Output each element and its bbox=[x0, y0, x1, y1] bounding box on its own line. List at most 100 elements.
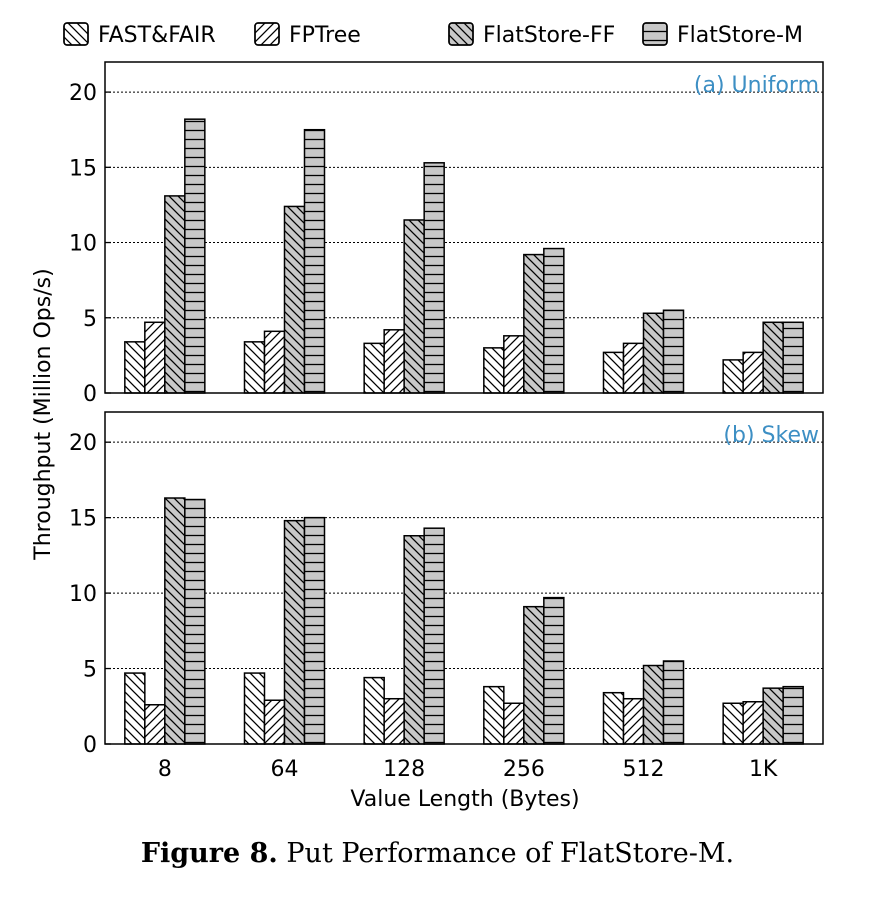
bar bbox=[423, 527, 445, 745]
bar bbox=[363, 676, 385, 745]
bar bbox=[184, 498, 206, 745]
bar bbox=[303, 516, 326, 745]
y-tick-label: 20 bbox=[69, 431, 97, 456]
bar-flatstore-m-1K bbox=[782, 321, 804, 394]
y-axis-label: Throughput (Million Ops/s) bbox=[31, 268, 56, 560]
bar-fast-fair-512 bbox=[602, 691, 625, 745]
bar-fast-fair-256 bbox=[483, 347, 505, 394]
y-tick-label: 0 bbox=[83, 382, 97, 407]
legend-item-1: FPTree bbox=[254, 22, 361, 48]
bar bbox=[782, 685, 804, 745]
bar bbox=[742, 351, 764, 394]
bar bbox=[483, 347, 505, 394]
caption-text: Put Performance of FlatStore-M. bbox=[286, 838, 735, 869]
bar-flatstore-ff-8 bbox=[164, 195, 186, 394]
bar bbox=[782, 321, 804, 394]
legend-swatch-pattern bbox=[642, 22, 668, 46]
panel-title: (a) Uniform bbox=[694, 73, 819, 98]
bar-fptree-8 bbox=[144, 704, 166, 745]
bar bbox=[283, 205, 306, 394]
bar bbox=[383, 697, 405, 745]
bar-fast-fair-8 bbox=[124, 672, 146, 745]
bar-fast-fair-64 bbox=[243, 672, 266, 745]
bar-flatstore-ff-512 bbox=[642, 312, 665, 394]
bar bbox=[144, 321, 166, 394]
legend: FAST&FAIR FPTree FlatStore-FF FlatStore-M bbox=[63, 22, 803, 48]
y-tick-label: 10 bbox=[69, 232, 97, 257]
legend-item-0: FAST&FAIR bbox=[63, 22, 216, 48]
bar-flatstore-ff-128 bbox=[403, 219, 425, 394]
bar bbox=[403, 534, 425, 745]
plot-frame bbox=[104, 411, 824, 745]
bar bbox=[383, 329, 405, 394]
bar-fast-fair-1K bbox=[722, 702, 744, 745]
legend-label: FlatStore-FF bbox=[483, 23, 615, 48]
bar bbox=[503, 335, 525, 394]
bar bbox=[662, 309, 685, 394]
legend-label: FPTree bbox=[289, 23, 361, 48]
y-tick-label: 20 bbox=[69, 81, 97, 106]
x-tick-label: 512 bbox=[623, 757, 665, 782]
bar bbox=[602, 691, 625, 745]
bar bbox=[144, 704, 166, 745]
bar-fast-fair-128 bbox=[363, 676, 385, 745]
bar bbox=[184, 118, 206, 394]
legend-item-2: FlatStore-FF bbox=[448, 22, 615, 48]
legend-label: FAST&FAIR bbox=[98, 23, 216, 48]
legend-swatch-pattern bbox=[254, 22, 280, 46]
bar-fptree-1K bbox=[742, 351, 764, 394]
bar-fast-fair-64 bbox=[243, 341, 266, 394]
bar bbox=[523, 605, 545, 745]
bar-fptree-512 bbox=[622, 342, 645, 394]
bar bbox=[303, 128, 326, 394]
bar-flatstore-m-256 bbox=[543, 247, 565, 394]
legend-item-3: FlatStore-M bbox=[642, 22, 803, 48]
x-tick-label: 1K bbox=[749, 757, 778, 782]
bar-flatstore-ff-64 bbox=[283, 205, 306, 394]
bar-flatstore-ff-8 bbox=[164, 497, 186, 745]
bar-flatstore-ff-128 bbox=[403, 534, 425, 745]
x-axis-label: Value Length (Bytes) bbox=[350, 787, 579, 812]
panel-title: (b) Skew bbox=[723, 423, 819, 448]
bar-flatstore-m-512 bbox=[662, 309, 685, 394]
bar bbox=[722, 359, 744, 394]
bar bbox=[762, 321, 784, 394]
bar bbox=[622, 342, 645, 394]
bar-flatstore-m-1K bbox=[782, 685, 804, 745]
bar-flatstore-m-128 bbox=[423, 162, 445, 394]
bar bbox=[722, 702, 744, 745]
x-tick-label: 256 bbox=[503, 757, 545, 782]
figure-caption: Figure 8. Put Performance of FlatStore-M… bbox=[0, 838, 875, 869]
bar-flatstore-ff-256 bbox=[523, 605, 545, 745]
bar-flatstore-m-256 bbox=[543, 596, 565, 745]
legend-label: FlatStore-M bbox=[677, 23, 803, 48]
bar bbox=[622, 697, 645, 745]
bar bbox=[403, 219, 425, 394]
bar bbox=[283, 519, 306, 745]
bar bbox=[483, 685, 505, 745]
bar bbox=[243, 341, 266, 394]
y-tick-label: 10 bbox=[69, 582, 97, 607]
bar-flatstore-ff-512 bbox=[642, 664, 665, 745]
bar bbox=[642, 312, 665, 394]
bar-fptree-256 bbox=[503, 702, 525, 745]
legend-swatch-pattern bbox=[63, 22, 89, 46]
bar bbox=[423, 162, 445, 394]
bar bbox=[543, 247, 565, 394]
y-tick-label: 15 bbox=[69, 156, 97, 181]
bar-fptree-128 bbox=[383, 329, 405, 394]
bar-flatstore-m-64 bbox=[303, 128, 326, 394]
bar-fast-fair-1K bbox=[722, 359, 744, 394]
y-tick-label: 5 bbox=[83, 307, 97, 332]
bar-flatstore-ff-1K bbox=[762, 687, 784, 745]
bar bbox=[363, 342, 385, 394]
bar-fptree-64 bbox=[263, 699, 286, 745]
bar bbox=[642, 664, 665, 745]
bar bbox=[742, 700, 764, 745]
panel-skew: 0 5 10 15 20 8 64 128 256 512 1K (b) Skew bbox=[69, 411, 824, 782]
bar bbox=[124, 341, 146, 394]
bar-fast-fair-256 bbox=[483, 685, 505, 745]
bar-fast-fair-8 bbox=[124, 341, 146, 394]
bar bbox=[243, 672, 266, 745]
